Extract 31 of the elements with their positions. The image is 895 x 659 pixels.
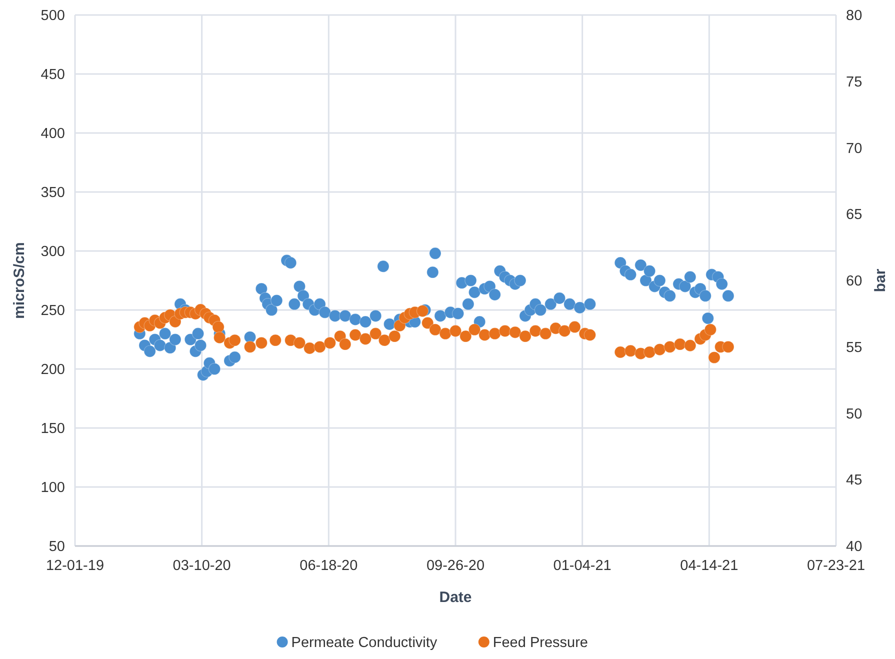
y-tick-label: 450 [40, 67, 65, 84]
y2-tick-label: 50 [846, 406, 862, 422]
legend-label: Permeate Conductivity [291, 635, 438, 651]
y-axis-title: microS/cm [11, 242, 28, 319]
y-tick-label: 200 [40, 362, 65, 378]
y-tick-label: 250 [40, 303, 65, 320]
x-tick-label: 07-23-21 [806, 558, 866, 574]
y2-tick-label: 60 [846, 274, 862, 290]
y2-tick-label: 75 [846, 74, 862, 90]
x-tick-label: 06-18-20 [300, 558, 358, 574]
y-tick-label: 500 [40, 8, 65, 24]
y2-axis-title: bar [872, 268, 889, 292]
y-tick-label: 100 [40, 480, 65, 496]
y2-tick-label: 45 [846, 472, 862, 489]
y-tick-label: 350 [40, 185, 65, 202]
x-tick-label: 04-14-21 [680, 558, 738, 574]
y-tick-label: 300 [40, 244, 65, 260]
y-tick-label: 50 [48, 539, 65, 556]
y2-tick-label: 80 [846, 8, 862, 24]
x-tick-label: 01-04-21 [553, 558, 612, 574]
x-axis-title: Date [439, 589, 472, 606]
y2-tick-label: 65 [846, 207, 862, 224]
y2-tick-label: 40 [846, 539, 862, 556]
x-tick-label: 12-01-19 [46, 558, 104, 574]
y-tick-label: 150 [40, 421, 65, 438]
x-tick-label: 09-26-20 [426, 558, 485, 574]
y2-tick-label: 55 [846, 340, 862, 356]
x-tick-label: 03-10-20 [172, 558, 231, 574]
y2-tick-label: 70 [846, 140, 862, 157]
y-tick-label: 400 [40, 126, 65, 142]
legend-label: Feed Pressure [492, 635, 588, 651]
